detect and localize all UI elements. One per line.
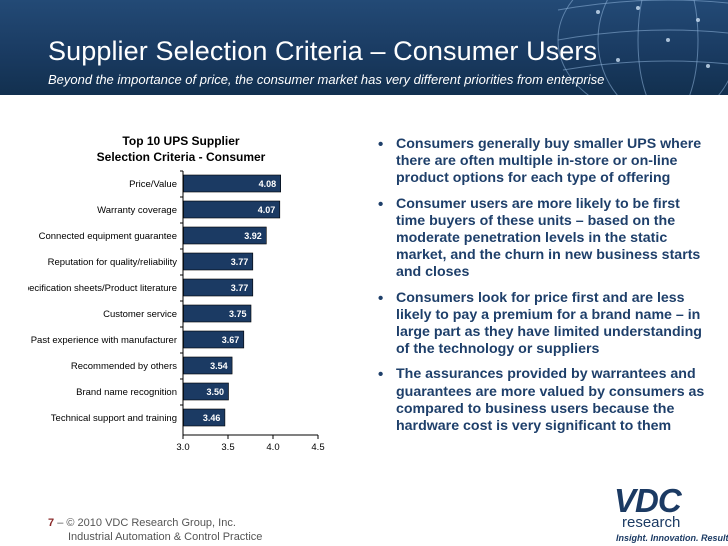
- bar: [183, 304, 252, 323]
- bar: [183, 382, 229, 401]
- bar: [183, 174, 281, 193]
- chart-subtitle: Selection Criteria - Consumer: [97, 150, 266, 164]
- bar: [183, 356, 233, 375]
- bullet-icon: •: [378, 136, 384, 153]
- header-banner: Supplier Selection Criteria – Consumer U…: [0, 0, 728, 95]
- bar-chart: Top 10 UPS Supplier Selection Criteria - …: [28, 134, 325, 453]
- data-label: 3.46: [203, 413, 221, 423]
- bullet-icon: •: [378, 195, 384, 213]
- logo-name: VDC: [614, 482, 682, 519]
- x-tick-label: 3.0: [176, 442, 189, 453]
- data-label: 3.67: [222, 335, 240, 345]
- category-label: Technical support and training: [51, 413, 177, 424]
- logo-sub: research: [622, 514, 681, 531]
- data-label: 3.77: [231, 257, 249, 267]
- footer-separator: –: [57, 517, 64, 529]
- category-label: Specification sheets/Product literature: [28, 283, 177, 294]
- bullet-list: • Consumers generally buy smaller UPS whe…: [376, 136, 706, 443]
- bullet-icon: •: [378, 289, 384, 307]
- data-label: 4.08: [259, 179, 277, 189]
- bar: [183, 330, 245, 349]
- footer-copyright: 7 – © 2010 VDC Research Group, Inc.: [48, 517, 236, 529]
- x-tick-label: 3.5: [221, 442, 234, 453]
- data-label: 3.92: [244, 231, 262, 241]
- page-title: Supplier Selection Criteria – Consumer U…: [48, 36, 598, 66]
- bullet-item: • Consumer users are more likely to be fi…: [376, 196, 706, 282]
- logo-tagline: Insight. Innovation. Results.: [616, 533, 728, 543]
- bullet-text: Consumers generally buy smaller UPS wher…: [396, 136, 702, 187]
- category-label: Brand name recognition: [76, 387, 177, 398]
- category-label: Past experience with manufacturer: [31, 335, 177, 346]
- category-label: Price/Value: [129, 179, 177, 190]
- data-label: 3.54: [210, 361, 228, 371]
- chart-title: Top 10 UPS Supplier: [122, 134, 239, 148]
- bar: [183, 200, 281, 219]
- category-label: Reputation for quality/reliability: [48, 257, 178, 268]
- bullet-text: Consumers look for price first and are l…: [396, 289, 702, 358]
- data-label: 3.77: [231, 283, 249, 293]
- bullet-item: • Consumers generally buy smaller UPS whe…: [376, 136, 706, 188]
- category-label: Recommended by others: [71, 361, 177, 372]
- bullet-text: The assurances provided by warrantees an…: [396, 366, 705, 435]
- bullet-icon: •: [378, 366, 384, 384]
- category-label: Connected equipment guarantee: [39, 231, 177, 242]
- bar: [183, 252, 254, 271]
- vdc-logo: VDC research Insight. Innovation. Result…: [608, 482, 728, 544]
- x-tick-label: 4.5: [311, 442, 324, 453]
- page-subtitle: Beyond the importance of price, the cons…: [48, 72, 605, 87]
- page-number: 7: [48, 517, 55, 529]
- data-label: 4.07: [258, 205, 276, 215]
- copyright-text: © 2010 VDC Research Group, Inc.: [66, 517, 236, 529]
- bullet-text: Consumer users are more likely to be fir…: [396, 195, 701, 281]
- globe-network-graphic: [557, 0, 728, 95]
- bar: [183, 226, 267, 245]
- data-label: 3.75: [229, 309, 247, 319]
- bar: [183, 408, 226, 427]
- bullet-item: • The assurances provided by warrantees a…: [376, 366, 706, 435]
- data-label: 3.50: [206, 387, 224, 397]
- category-label: Warranty coverage: [97, 205, 177, 216]
- bullet-item: • Consumers look for price first and are …: [376, 290, 706, 359]
- footer-practice: Industrial Automation & Control Practice: [68, 531, 263, 543]
- bar: [183, 278, 254, 297]
- category-label: Customer service: [103, 309, 177, 320]
- x-tick-label: 4.0: [266, 442, 279, 453]
